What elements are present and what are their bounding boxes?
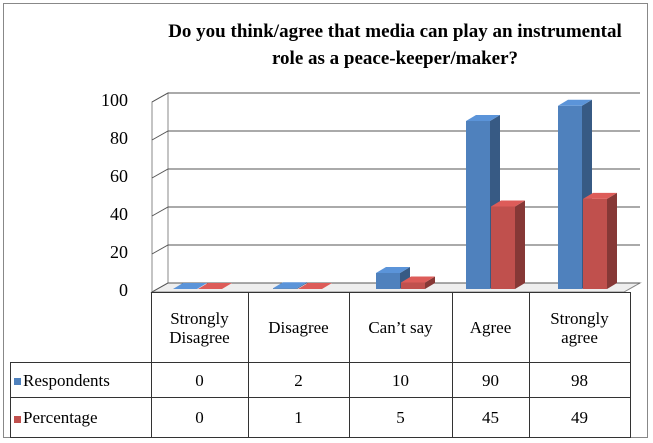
table-value: 5 — [348, 397, 453, 438]
table-value: 98 — [528, 362, 631, 398]
corner — [10, 292, 152, 363]
legend-key — [14, 415, 21, 423]
bar — [376, 273, 400, 289]
back-wall — [151, 92, 169, 293]
table-value: 10 — [348, 362, 453, 398]
data-table: Strongly Disagree Disagree Can’t say Agree S… — [10, 292, 631, 438]
y-tick-label: 60 — [110, 166, 128, 186]
table-value: 90 — [451, 362, 530, 398]
bar-top — [198, 283, 232, 289]
y-tick-label: 100 — [101, 90, 128, 110]
legend-entry: Percentage — [10, 397, 152, 438]
category-label: Strongly Disagree — [150, 292, 249, 363]
bar — [491, 206, 515, 289]
bar — [583, 198, 607, 289]
table-value: 0 — [150, 397, 249, 438]
bar-top — [558, 99, 592, 106]
bar-top — [173, 283, 207, 289]
legend-entry: Respondents — [10, 362, 152, 398]
bar — [466, 121, 490, 289]
table-value: 49 — [528, 397, 631, 438]
y-tick-label: 0 — [119, 280, 128, 300]
category-label: Disagree — [247, 292, 350, 363]
bar-side — [515, 200, 525, 289]
bar-top — [491, 200, 525, 207]
bar-top — [583, 192, 617, 199]
bar — [401, 282, 425, 289]
table-value: 0 — [150, 362, 249, 398]
legend-key — [14, 378, 21, 386]
table-value: 2 — [247, 362, 350, 398]
y-tick-label: 40 — [110, 204, 128, 224]
bar-side — [425, 276, 435, 289]
y-tick-label: 20 — [110, 242, 128, 262]
bar-top — [466, 115, 500, 121]
y-tick-label: 80 — [110, 128, 128, 148]
chart-border — [3, 3, 648, 438]
category-label: Agree — [451, 292, 530, 363]
table-value: 45 — [451, 397, 530, 438]
bar — [558, 105, 582, 289]
bar-top — [273, 282, 307, 289]
bar-side — [297, 282, 307, 289]
legend-label: Percentage — [23, 408, 98, 427]
bar-side — [607, 192, 617, 289]
bar-top — [298, 283, 332, 289]
chart-title: Do you think/agree that media can play a… — [168, 21, 622, 69]
category-label: Strongly agree — [528, 292, 631, 363]
bar-top — [401, 276, 435, 283]
bar-top — [376, 267, 410, 273]
category-label: Can’t say — [348, 292, 453, 363]
table-value: 1 — [247, 397, 350, 438]
grid-line — [151, 92, 640, 103]
legend-label: Respondents — [23, 370, 110, 390]
bar — [273, 288, 297, 289]
